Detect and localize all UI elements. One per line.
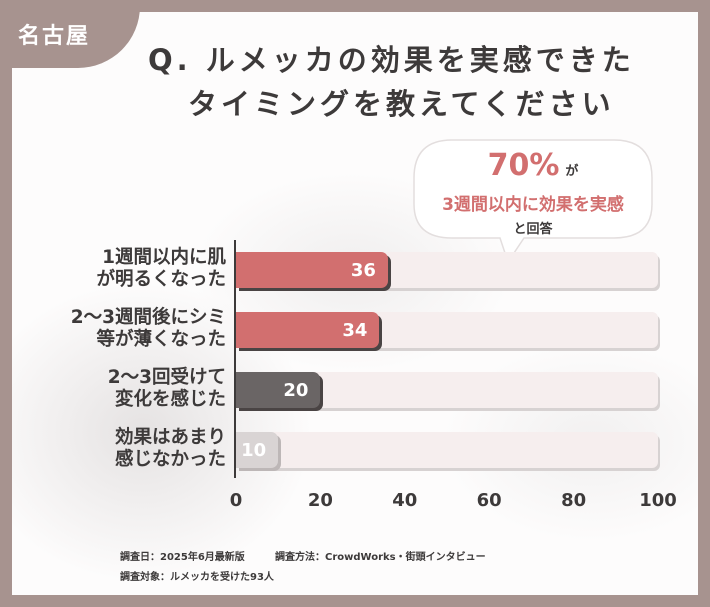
- chart-title: Q. ルメッカの効果を実感できた タイミングを教えてください: [148, 38, 635, 126]
- callout-particle: が: [565, 164, 579, 179]
- speech-bubble-shape: [413, 139, 653, 264]
- title-line-2: タイミングを教えてください: [188, 87, 615, 121]
- x-tick-label: 100: [639, 490, 677, 511]
- bar: [236, 372, 321, 408]
- x-tick-label: 20: [307, 490, 333, 511]
- category-label-line: 感じなかった: [114, 449, 226, 470]
- bar-value-label: 20: [283, 380, 309, 401]
- bar: [236, 252, 388, 288]
- category-label-line: 効果はあまり: [114, 427, 226, 448]
- category-label-line: 1週間以内に肌: [102, 247, 226, 268]
- x-tick-label: 0: [229, 490, 243, 511]
- bar-value-label: 36: [350, 260, 376, 281]
- footer-date: 調査日：2025年6月最新版: [120, 552, 245, 563]
- bar: [236, 312, 380, 348]
- bar-track: [236, 432, 658, 468]
- y-axis-line: [234, 240, 236, 478]
- callout-bubble: 70% が 3週間以内に効果を実感 と回答: [412, 138, 654, 264]
- category-label-line: 2～3回受けて: [107, 367, 226, 388]
- category-label-line: 変化を感じた: [114, 389, 226, 410]
- footer-method: 調査方法：CrowdWorks・街頭インタビュー: [275, 552, 486, 563]
- bar: [236, 432, 279, 468]
- callout-sub: と回答: [513, 222, 553, 237]
- bar-value-label: 10: [241, 440, 267, 461]
- category-label: 1週間以内に肌 が明るくなった: [2, 247, 226, 291]
- category-label: 2～3回受けて 変化を感じた: [2, 367, 226, 411]
- category-label: 2～3週間後にシミ 等が薄くなった: [2, 307, 226, 351]
- region-label: 名古屋: [18, 24, 91, 49]
- category-label-line: 2～3週間後にシミ: [70, 307, 226, 328]
- callout-main: 3週間以内に効果を実感: [442, 195, 624, 215]
- category-label-line: 等が薄くなった: [96, 329, 226, 350]
- callout-percent-line: 70% が: [412, 148, 654, 183]
- bar-value-label: 34: [342, 320, 368, 341]
- callout-percent: 70%: [487, 148, 560, 183]
- category-label-line: が明るくなった: [96, 269, 226, 290]
- title-line-1: Q. ルメッカの効果を実感できた: [148, 43, 635, 77]
- x-tick-label: 40: [392, 490, 418, 511]
- footer-target: 調査対象：ルメッカを受けた93人: [120, 572, 274, 583]
- x-tick-label: 80: [561, 490, 587, 511]
- category-label: 効果はあまり 感じなかった: [2, 427, 226, 471]
- x-tick-label: 60: [476, 490, 502, 511]
